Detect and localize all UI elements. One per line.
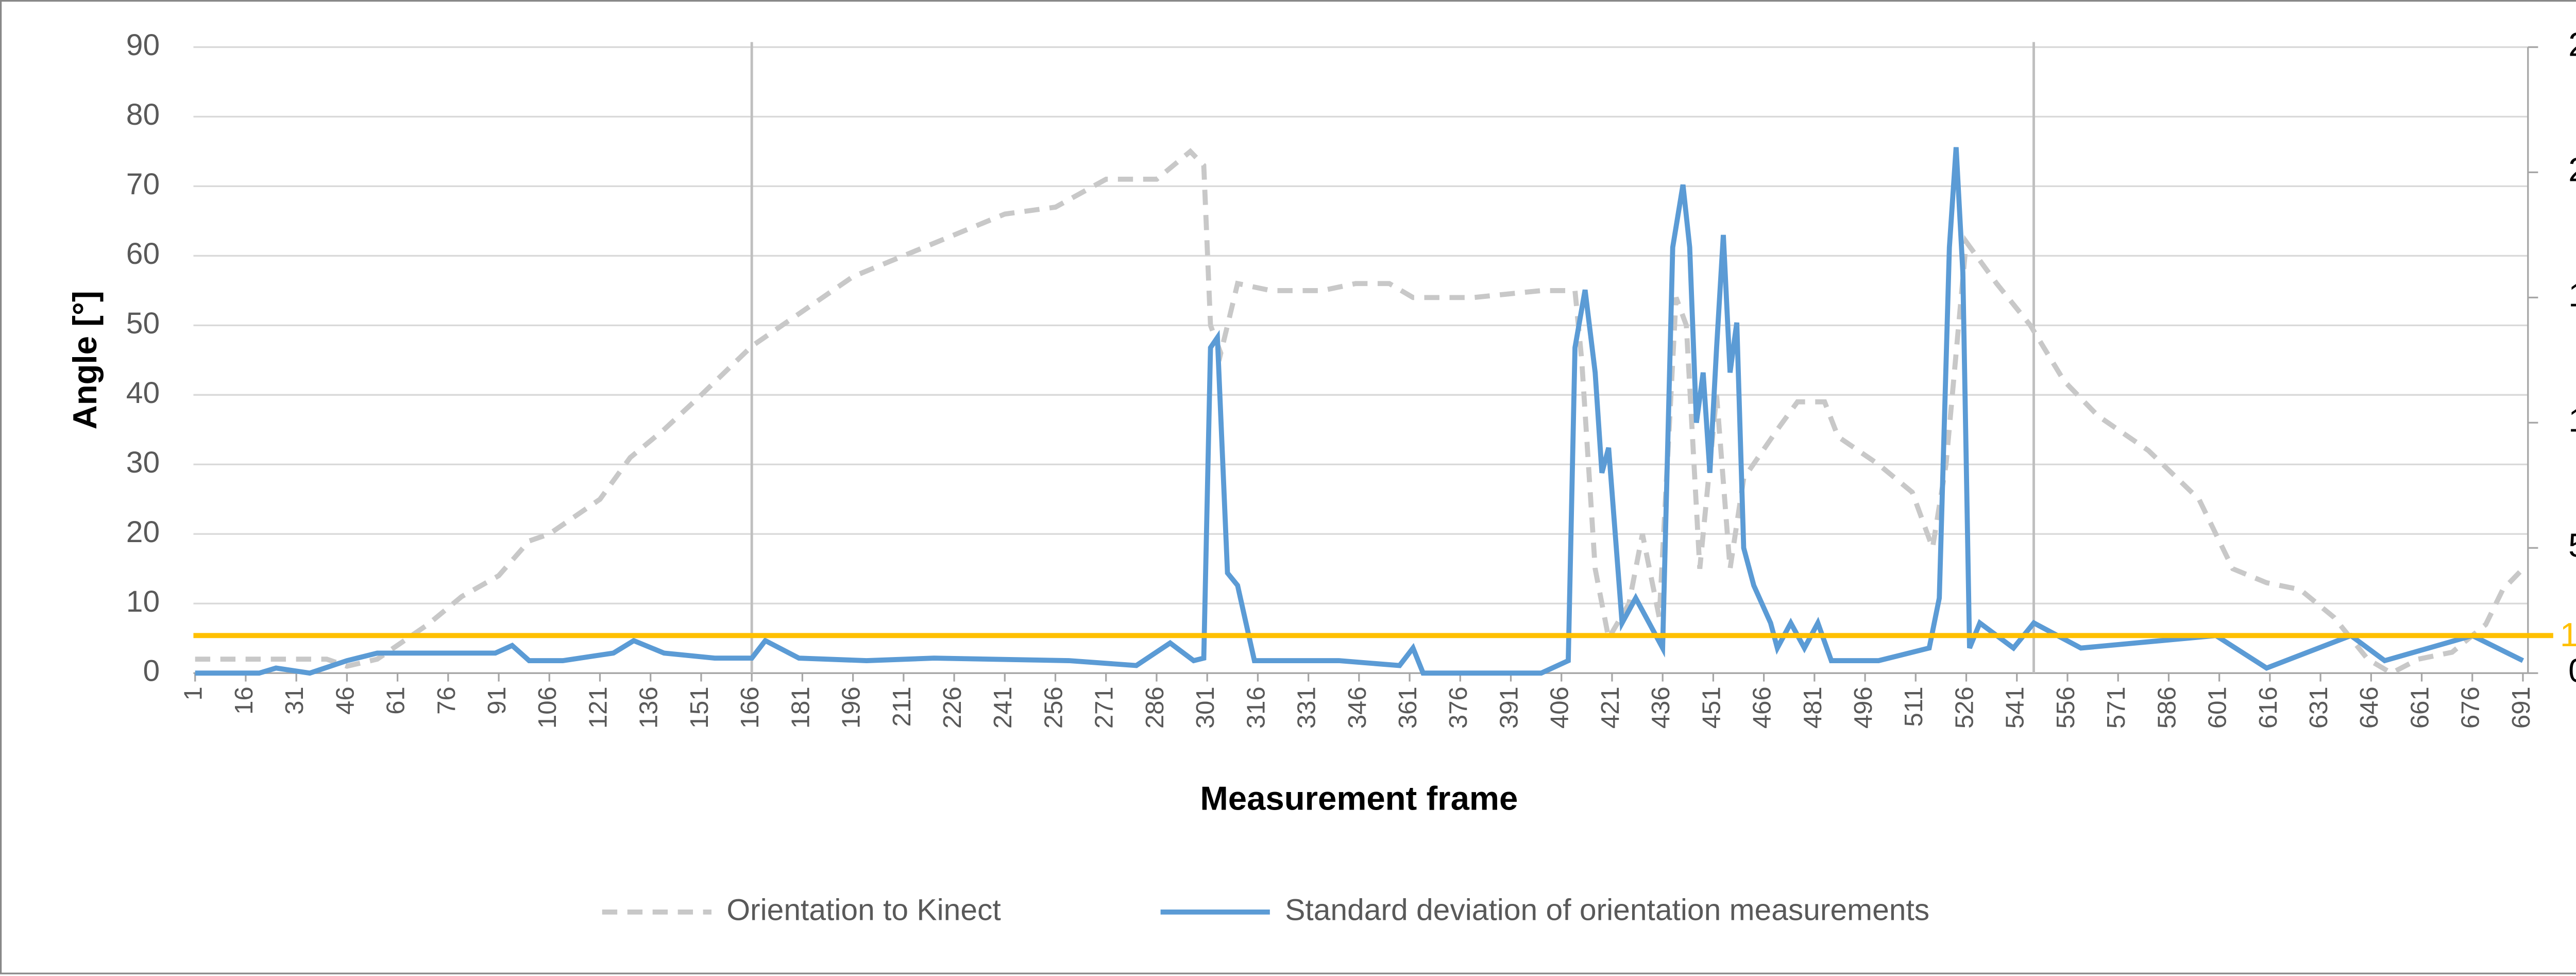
x-tick-label: 61	[382, 686, 410, 714]
y-tick-label: 40	[126, 376, 160, 410]
y2-tick-label: 15	[2568, 276, 2576, 314]
y-tick-label: 70	[126, 167, 160, 201]
x-tick-label: 271	[1091, 686, 1118, 729]
y-tick-label: 0	[143, 654, 160, 688]
x-tick-label: 286	[1141, 686, 1169, 729]
series-line	[195, 147, 2524, 676]
x-tick-label: 76	[433, 686, 461, 714]
y-tick-label: 60	[126, 237, 160, 271]
threshold-label: 1.5	[2560, 616, 2576, 653]
y2-tick-label: 20	[2568, 151, 2576, 189]
y2-tick-label: 25	[2568, 26, 2576, 63]
x-tick-label: 436	[1647, 686, 1675, 729]
x-tick-label: 301	[1192, 686, 1219, 729]
x-tick-label: 16	[230, 686, 258, 714]
y2-tick-label: 10	[2568, 401, 2576, 439]
x-tick-label: 346	[1344, 686, 1371, 729]
y2-tick-label: 5	[2568, 526, 2576, 564]
x-tick-label: 586	[2153, 686, 2181, 729]
x-tick-label: 631	[2305, 686, 2333, 729]
x-tick-label: 46	[331, 686, 359, 714]
y-axis-title: Angle [°]	[66, 291, 104, 429]
x-tick-label: 691	[2507, 686, 2535, 729]
x-tick-label: 511	[1900, 686, 1928, 727]
x-tick-label: 601	[2204, 686, 2232, 729]
x-tick-label: 466	[1749, 686, 1776, 729]
x-tick-label: 481	[1799, 686, 1827, 729]
x-tick-label: 211	[888, 686, 916, 727]
x-tick-label: 121	[584, 686, 612, 729]
x-tick-label: 316	[1242, 686, 1270, 729]
x-tick-label: 1	[180, 686, 208, 700]
x-tick-label: 331	[1293, 686, 1321, 729]
x-tick-label: 541	[2002, 686, 2029, 729]
y-tick-label: 80	[126, 98, 160, 131]
x-tick-label: 196	[838, 686, 866, 729]
x-tick-label: 241	[989, 686, 1017, 729]
y-tick-label: 10	[126, 585, 160, 618]
x-tick-label: 106	[534, 686, 562, 729]
x-tick-label: 181	[787, 686, 815, 729]
x-tick-label: 451	[1698, 686, 1725, 729]
x-tick-label: 496	[1850, 686, 1877, 729]
legend-label: Standard deviation of orientation measur…	[1285, 893, 1929, 927]
legend-label: Orientation to Kinect	[726, 893, 1001, 927]
y-tick-label: 30	[126, 446, 160, 479]
x-tick-label: 151	[686, 686, 714, 729]
x-tick-label: 421	[1597, 686, 1624, 729]
series-line	[195, 148, 2525, 676]
x-tick-label: 661	[2406, 686, 2434, 729]
x-tick-label: 676	[2457, 686, 2485, 729]
x-tick-label: 556	[2052, 686, 2080, 729]
x-tick-label: 406	[1546, 686, 1574, 729]
y2-tick-label: 0	[2568, 651, 2576, 689]
x-tick-label: 166	[736, 686, 764, 729]
x-tick-label: 136	[635, 686, 663, 729]
x-tick-label: 376	[1445, 686, 1472, 729]
x-tick-label: 226	[939, 686, 967, 729]
x-tick-label: 571	[2103, 686, 2130, 729]
x-tick-label: 616	[2255, 686, 2282, 729]
y-tick-label: 90	[126, 28, 160, 62]
y-tick-label: 20	[126, 515, 160, 549]
x-tick-label: 31	[281, 686, 309, 714]
x-tick-label: 646	[2355, 686, 2383, 729]
x-tick-label: 91	[483, 686, 511, 714]
x-tick-label: 526	[1951, 686, 1978, 729]
x-tick-label: 361	[1394, 686, 1422, 729]
x-tick-label: 391	[1495, 686, 1523, 729]
y-tick-label: 50	[126, 307, 160, 340]
x-axis-title: Measurement frame	[1200, 780, 1518, 817]
x-tick-label: 256	[1040, 686, 1067, 729]
